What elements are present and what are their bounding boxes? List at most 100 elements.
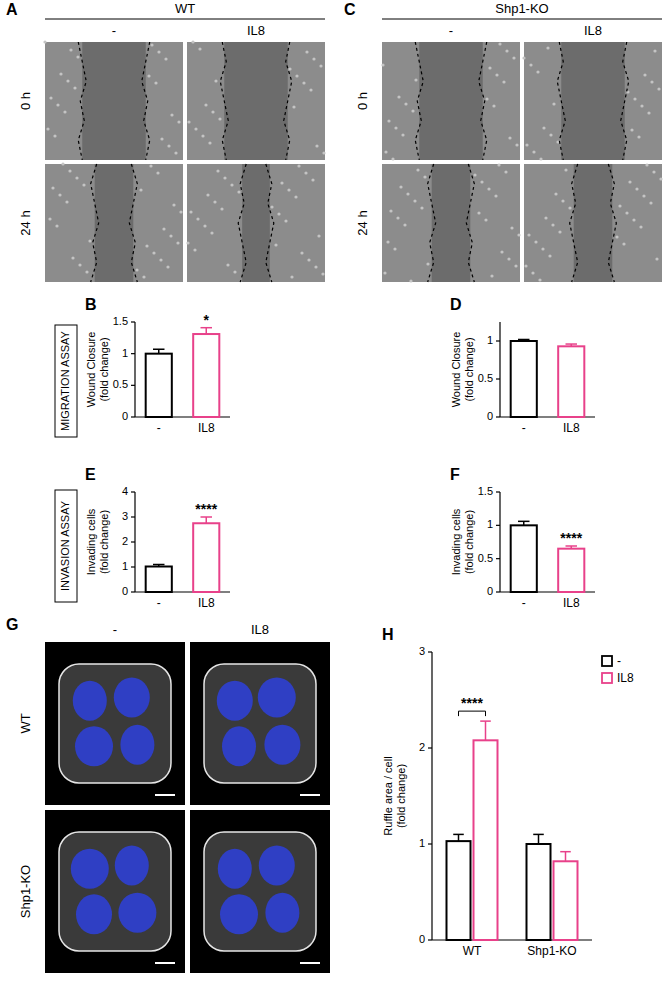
cell [177, 120, 180, 123]
image-bg [524, 164, 662, 282]
scale-bar [300, 962, 320, 964]
cell [288, 67, 291, 70]
cell [66, 79, 69, 82]
cell [307, 258, 310, 261]
wound-edge [428, 164, 436, 282]
wound-area [95, 164, 134, 282]
cell [615, 235, 618, 238]
y-tick-label: 0 [122, 410, 128, 422]
cell [287, 188, 290, 191]
y-axis-title: Invading cells [85, 508, 97, 575]
error-bar [453, 834, 464, 841]
y-tick-label: 2 [122, 535, 128, 547]
cell [411, 109, 414, 112]
cell [56, 103, 59, 106]
cell [68, 169, 71, 172]
error-bar [201, 328, 212, 334]
image-bg [187, 164, 325, 282]
cell [498, 42, 501, 45]
error-cap [560, 851, 571, 853]
cell [167, 144, 170, 147]
cell [210, 231, 213, 234]
error-cap [480, 720, 491, 722]
panel-letter: C [344, 1, 356, 18]
nucleus [217, 681, 253, 721]
cell [277, 212, 280, 215]
wound-area [561, 42, 624, 160]
cell [649, 201, 652, 204]
cell [65, 200, 68, 203]
legend-label: IL8 [617, 671, 634, 685]
cell [522, 56, 525, 59]
cell [135, 268, 138, 271]
cell [386, 240, 389, 243]
x-tick-label: Shp1-KO [527, 944, 576, 958]
row-label: 0 h [355, 92, 370, 110]
cell [568, 206, 571, 209]
cell [69, 48, 72, 51]
cell [622, 242, 625, 245]
cell [63, 110, 66, 113]
cell [632, 218, 635, 221]
nucleus [118, 893, 156, 933]
cell [495, 73, 498, 76]
phase-image [43, 40, 183, 160]
error-bar [566, 344, 577, 346]
cell [484, 218, 487, 221]
plot-area [511, 521, 585, 592]
row-label: 24 h [18, 210, 33, 235]
cell [657, 87, 660, 90]
cell [230, 183, 233, 186]
legend-swatch [602, 673, 612, 683]
wound-area [432, 164, 471, 282]
figure: AWT-IL80 h24 hCShp1-KO-IL80 h24 hG-IL8WT… [0, 0, 667, 1000]
column-label: IL8 [584, 23, 602, 38]
error-cap [533, 834, 544, 836]
significance: **** [195, 501, 217, 517]
cell [625, 211, 628, 214]
cell [73, 86, 76, 89]
x-tick-label: - [157, 421, 161, 435]
cell [75, 176, 78, 179]
cell [156, 171, 159, 174]
cell [492, 104, 495, 107]
wound-area [82, 42, 145, 160]
cell [394, 126, 397, 129]
nucleus [75, 726, 113, 766]
cell [639, 225, 642, 228]
cell [270, 205, 273, 208]
cell [160, 137, 163, 140]
y-tick-label: 1 [487, 518, 493, 530]
cell [637, 135, 640, 138]
nucleus [220, 894, 258, 934]
bar [146, 354, 172, 417]
y-tick-label: 1.5 [113, 315, 128, 327]
cell [88, 239, 91, 242]
wound-edge [129, 164, 137, 282]
nucleus [259, 845, 295, 885]
nucleus [258, 677, 296, 717]
side-label-box [55, 490, 77, 602]
y-tick-label: 3 [122, 510, 128, 522]
bar [193, 523, 219, 592]
plot-area [511, 339, 585, 417]
cell [397, 95, 400, 98]
cell [284, 219, 287, 222]
y-tick-label: 1 [487, 334, 493, 346]
image-bg [45, 42, 183, 160]
bar [554, 861, 578, 940]
cell [172, 203, 175, 206]
cell [203, 224, 206, 227]
column-label: IL8 [251, 622, 269, 637]
y-tick [131, 566, 135, 567]
fluorescence-image [45, 810, 185, 973]
cell [414, 78, 417, 81]
cell [406, 192, 409, 195]
y-tick-label: 1.5 [478, 485, 493, 497]
cell [204, 103, 207, 106]
bar [511, 525, 537, 592]
cell [319, 64, 322, 67]
cell [304, 171, 307, 174]
cell [413, 199, 416, 202]
phase-image [187, 40, 326, 160]
